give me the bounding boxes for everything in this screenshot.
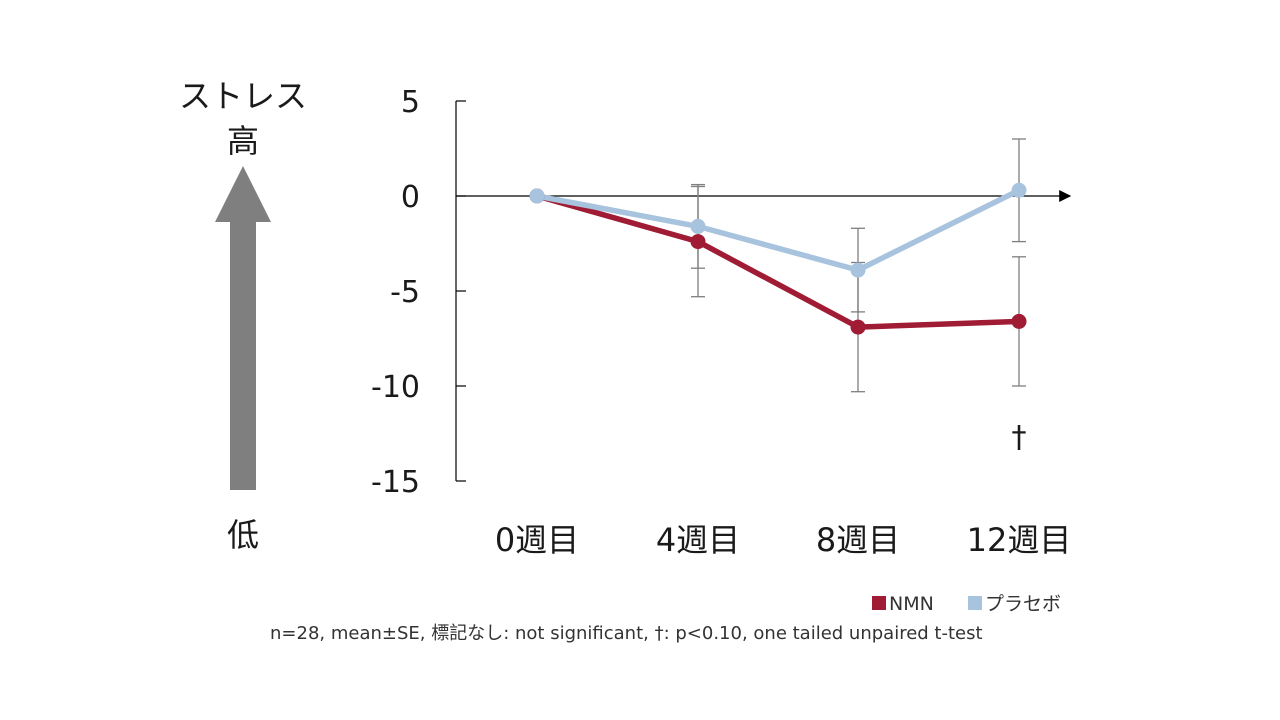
footnote: n=28, mean±SE, 標記なし: not significant, †:…	[270, 623, 983, 644]
legend-swatch-placebo	[968, 596, 982, 610]
series-line-nmn	[534, 193, 1022, 330]
significance-mark: †	[1012, 420, 1027, 455]
data-point-nmn	[1011, 313, 1027, 329]
y-tick-label: -15	[371, 465, 420, 500]
data-point-nmn	[850, 319, 866, 335]
y-tick-label: 5	[401, 85, 420, 120]
stress-low-label: 低	[227, 516, 259, 554]
legend-label-nmn: NMN	[889, 593, 934, 615]
data-point-placebo	[850, 262, 866, 278]
x-category-group: 0週目 4週目 8週目 12週目	[495, 521, 1072, 559]
x-category-label: 12週目	[967, 521, 1072, 559]
marker-group	[529, 182, 1027, 335]
stress-title: ストレス	[179, 77, 307, 115]
legend-label-placebo: プラセボ	[985, 593, 1061, 615]
y-tick-label: 0	[401, 180, 420, 215]
x-category-label: 8週目	[816, 521, 900, 559]
data-point-placebo	[1011, 182, 1027, 198]
y-tick-group: 5 0 -5 -10 -15	[371, 85, 466, 500]
x-category-label: 0週目	[495, 521, 579, 559]
legend-swatch-nmn	[872, 596, 886, 610]
data-point-placebo	[529, 188, 545, 204]
data-point-placebo	[690, 218, 706, 234]
stress-up-arrow-icon	[215, 166, 271, 490]
y-tick-label: -10	[371, 370, 420, 405]
stress-high-label: 高	[227, 122, 259, 160]
series-line-group	[534, 187, 1022, 330]
data-point-nmn	[690, 234, 706, 250]
series-line-placebo	[534, 187, 1022, 273]
x-category-label: 4週目	[656, 521, 740, 559]
y-tick-label: -5	[390, 275, 420, 310]
significance-group: †	[1012, 420, 1027, 455]
